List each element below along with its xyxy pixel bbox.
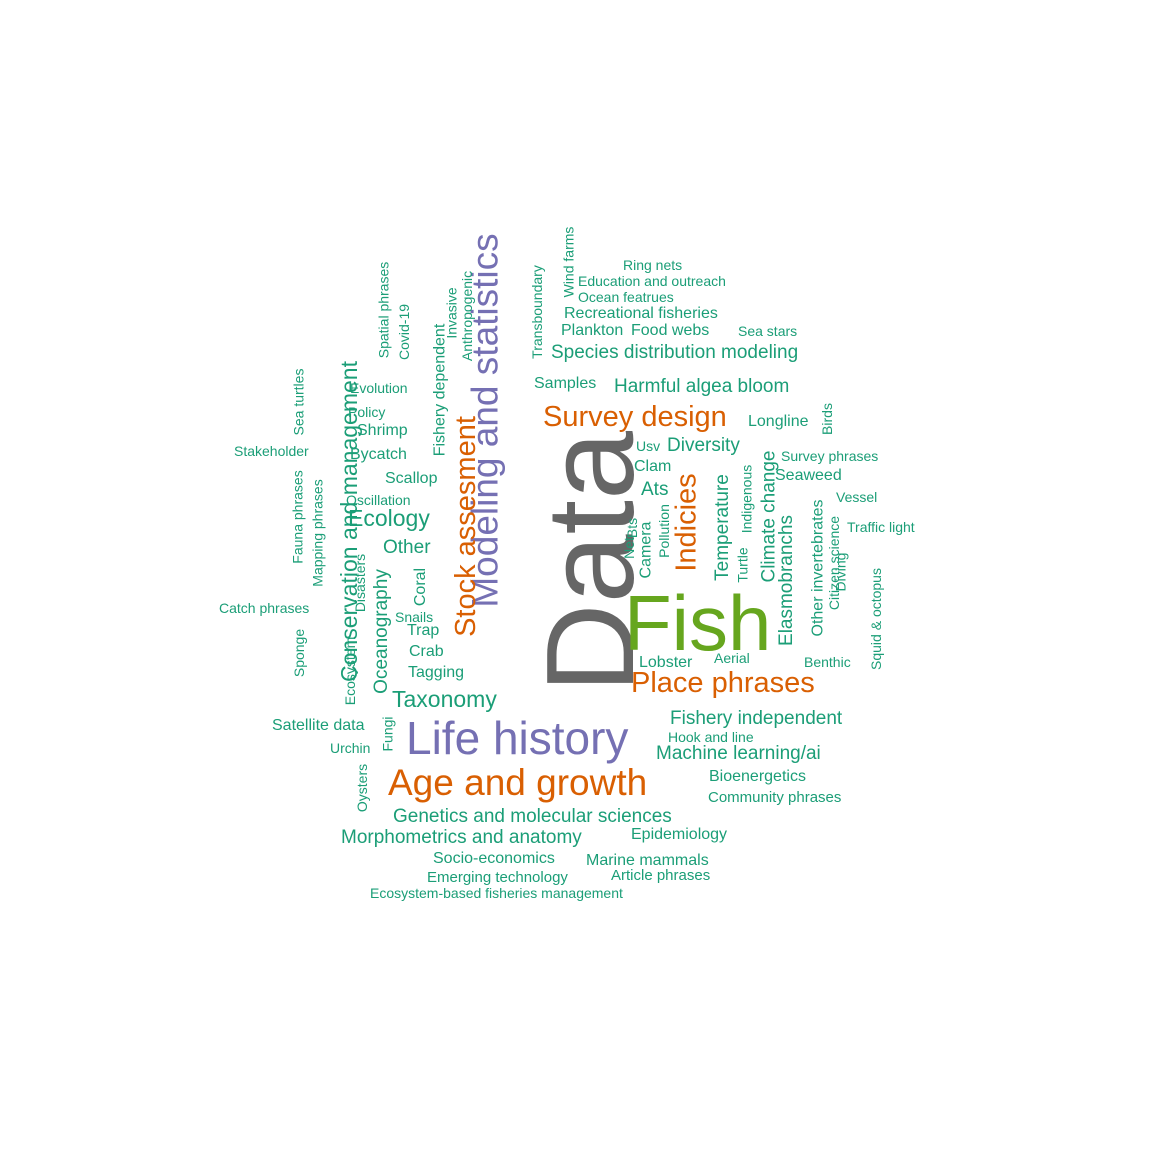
word-anthropogenic: Anthropogenic xyxy=(459,270,476,362)
word-hook-and-line: Hook and line xyxy=(668,729,754,745)
word-mapping-phrases: Mapping phrases xyxy=(309,479,326,587)
word-harmful-algea-bloom: Harmful algea bloom xyxy=(614,376,790,397)
word-article-phrases: Article phrases xyxy=(611,867,711,884)
word-snails: Snails xyxy=(395,609,434,625)
word-bycatch: Bycatch xyxy=(350,446,407,463)
word-recreational-fisheries: Recreational fisheries xyxy=(564,305,718,322)
word-indigenous: Indigenous xyxy=(738,464,755,534)
word-shrimp: Shrimp xyxy=(357,422,408,439)
word-ecosystem-based-fisheries-management: Ecosystem-based fisheries management xyxy=(370,885,623,901)
word-vessel: Vessel xyxy=(836,489,878,505)
word-place-phrases: Place phrases xyxy=(631,667,815,699)
word-pollution: Pollution xyxy=(655,504,672,558)
word-lobster: Lobster xyxy=(639,654,693,671)
word-covid-19: Covid-19 xyxy=(396,303,413,361)
word-evolution: Evolution xyxy=(350,380,408,396)
word-socio-economics: Socio-economics xyxy=(433,850,555,867)
word-genetics-and-molecular-sciences: Genetics and molecular sciences xyxy=(393,806,672,827)
word-stock-assesment: Stock assesment xyxy=(449,416,482,637)
word-wind-farms: Wind farms xyxy=(560,226,577,298)
word-disasters: Disasters xyxy=(352,553,369,613)
word-machine-learning-ai: Machine learning/ai xyxy=(656,743,821,764)
word-fish: Fish xyxy=(624,579,772,667)
word-tagging: Tagging xyxy=(408,664,465,681)
word-benthic: Benthic xyxy=(804,654,851,670)
word-other: Other xyxy=(383,537,431,558)
word-squid-octopus: Squid & octopus xyxy=(867,568,884,670)
word-epidemiology: Epidemiology xyxy=(631,826,728,843)
word-taxonomy: Taxonomy xyxy=(392,686,497,712)
word-crab: Crab xyxy=(409,643,444,660)
word-other-invertebrates: Other invertebrates xyxy=(809,499,827,637)
word-turtle: Turtle xyxy=(734,547,751,583)
word-diving: Diving xyxy=(832,552,849,592)
word-emerging-technology: Emerging technology xyxy=(427,869,568,886)
word-marine-mammals: Marine mammals xyxy=(586,852,709,869)
word-urchin: Urchin xyxy=(330,740,371,756)
word-longline: Longline xyxy=(748,413,809,430)
word-ring-nets: Ring nets xyxy=(623,257,683,273)
word-bioenergetics: Bioenergetics xyxy=(709,768,806,785)
word-oceanography: Oceanography xyxy=(370,569,392,694)
word-temperature: Temperature xyxy=(711,474,733,581)
word-scallop: Scallop xyxy=(385,470,438,487)
word-age-and-growth: Age and growth xyxy=(388,762,648,803)
word-species-distribution-modeling: Species distribution modeling xyxy=(551,342,799,363)
word-ats: Ats xyxy=(641,479,669,500)
word-satellite-data: Satellite data xyxy=(272,717,365,734)
word-seaweed: Seaweed xyxy=(775,467,842,484)
word-stakeholder: Stakeholder xyxy=(234,443,309,459)
word-clam: Clam xyxy=(634,458,672,475)
word-ecosystem: Ecosystem xyxy=(342,636,359,706)
word-policy: Policy xyxy=(348,404,386,420)
word-fishery-independent: Fishery independent xyxy=(670,708,843,729)
word-invasive: Invasive xyxy=(443,287,460,339)
word-aerial: Aerial xyxy=(714,650,750,666)
word-trap: Trap xyxy=(407,622,440,639)
word-morphometrics-and-anatomy: Morphometrics and anatomy xyxy=(341,827,582,848)
word-usv: Usv xyxy=(636,438,661,454)
word-fishery-dependent: Fishery dependent xyxy=(431,323,449,457)
word-sea-turtles: Sea turtles xyxy=(290,368,307,436)
word-fauna-phrases: Fauna phrases xyxy=(289,470,306,564)
word-spatial-phrases: Spatial phrases xyxy=(375,261,392,359)
word-oysters: Oysters xyxy=(354,763,371,813)
word-sponge: Sponge xyxy=(291,628,308,678)
word-survey-phrases: Survey phrases xyxy=(781,448,879,464)
word-coral: Coral xyxy=(412,567,430,607)
word-catch-phrases: Catch phrases xyxy=(219,600,310,616)
word-camera: Camera xyxy=(637,521,655,579)
word-samples: Samples xyxy=(534,375,597,392)
word-oscillation: Oscillation xyxy=(346,492,411,508)
word-ocean-featrues: Ocean featrues xyxy=(578,289,674,305)
word-diversity: Diversity xyxy=(667,435,740,456)
word-sea-stars: Sea stars xyxy=(738,323,798,339)
word-transboundary: Transboundary xyxy=(528,265,545,359)
word-traffic-light: Traffic light xyxy=(847,519,915,535)
word-plankton: Plankton xyxy=(561,322,624,339)
word-fungi: Fungi xyxy=(379,716,396,752)
word-net: Net xyxy=(620,537,637,559)
word-bts: Bts xyxy=(624,517,641,539)
word-life-history: Life history xyxy=(406,712,629,764)
word-elasmobranchs: Elasmobranchs xyxy=(775,515,797,646)
word-education-and-outreach: Education and outreach xyxy=(578,273,726,289)
word-birds: Birds xyxy=(818,403,835,435)
word-indicies: Indicies xyxy=(670,473,703,572)
word-ecology: Ecology xyxy=(348,505,430,531)
word-community-phrases: Community phrases xyxy=(708,789,842,806)
word-food-webs: Food webs xyxy=(631,322,710,339)
word-survey-design: Survey design xyxy=(543,401,727,433)
